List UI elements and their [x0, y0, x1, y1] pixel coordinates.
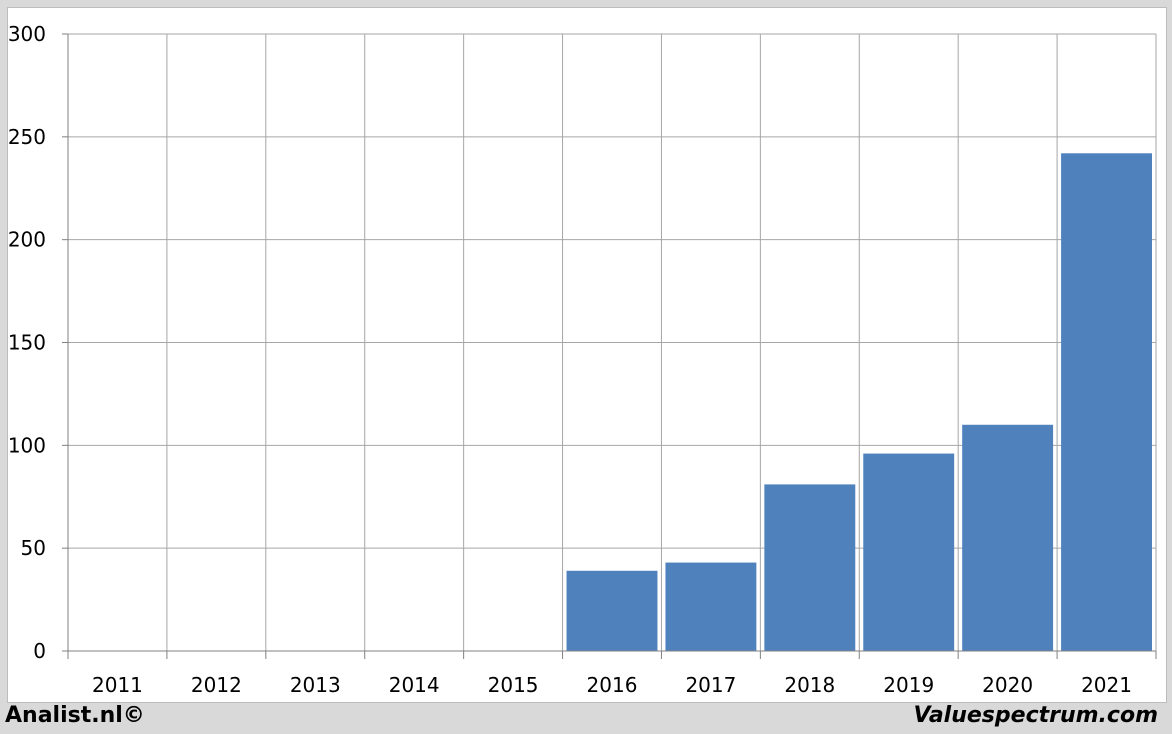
x-tick-label-2019: 2019	[883, 673, 934, 697]
bar-2020	[962, 424, 1054, 651]
x-tick-label-2020: 2020	[982, 673, 1033, 697]
x-tick-label-2018: 2018	[784, 673, 835, 697]
y-tick-label-200: 200	[8, 228, 46, 252]
y-tick-label-250: 250	[8, 125, 46, 149]
x-tick-label-2017: 2017	[685, 673, 736, 697]
x-tick-label-2012: 2012	[191, 673, 242, 697]
y-tick-label-300: 300	[8, 22, 46, 46]
y-tick-labels: 0 50 100 150 200 250 300	[8, 22, 46, 663]
x-tick-label-2021: 2021	[1081, 673, 1132, 697]
x-tick-label-2015: 2015	[488, 673, 539, 697]
x-tick-label-2014: 2014	[389, 673, 440, 697]
bar-2019	[863, 453, 955, 651]
axes	[62, 33, 1157, 659]
y-tick-label-50: 50	[21, 536, 46, 560]
x-tick-label-2016: 2016	[587, 673, 638, 697]
analist-credit: Analist.nl©	[5, 703, 145, 728]
bar-2018	[764, 484, 856, 651]
y-tick-label-150: 150	[8, 331, 46, 355]
x-tick-label-2013: 2013	[290, 673, 341, 697]
bar-2017	[665, 562, 757, 651]
valuespectrum-credit: Valuespectrum.com	[913, 703, 1158, 728]
bar-2016	[566, 570, 658, 651]
y-tick-label-0: 0	[33, 639, 46, 663]
x-tick-labels: 2011 2012 2013 2014 2015 2016 2017 2018 2019 2020…	[92, 673, 1132, 697]
bars	[566, 153, 1152, 651]
y-tick-label-100: 100	[8, 433, 46, 457]
x-tick-label-2011: 2011	[92, 673, 143, 697]
bar-2021	[1061, 153, 1152, 651]
